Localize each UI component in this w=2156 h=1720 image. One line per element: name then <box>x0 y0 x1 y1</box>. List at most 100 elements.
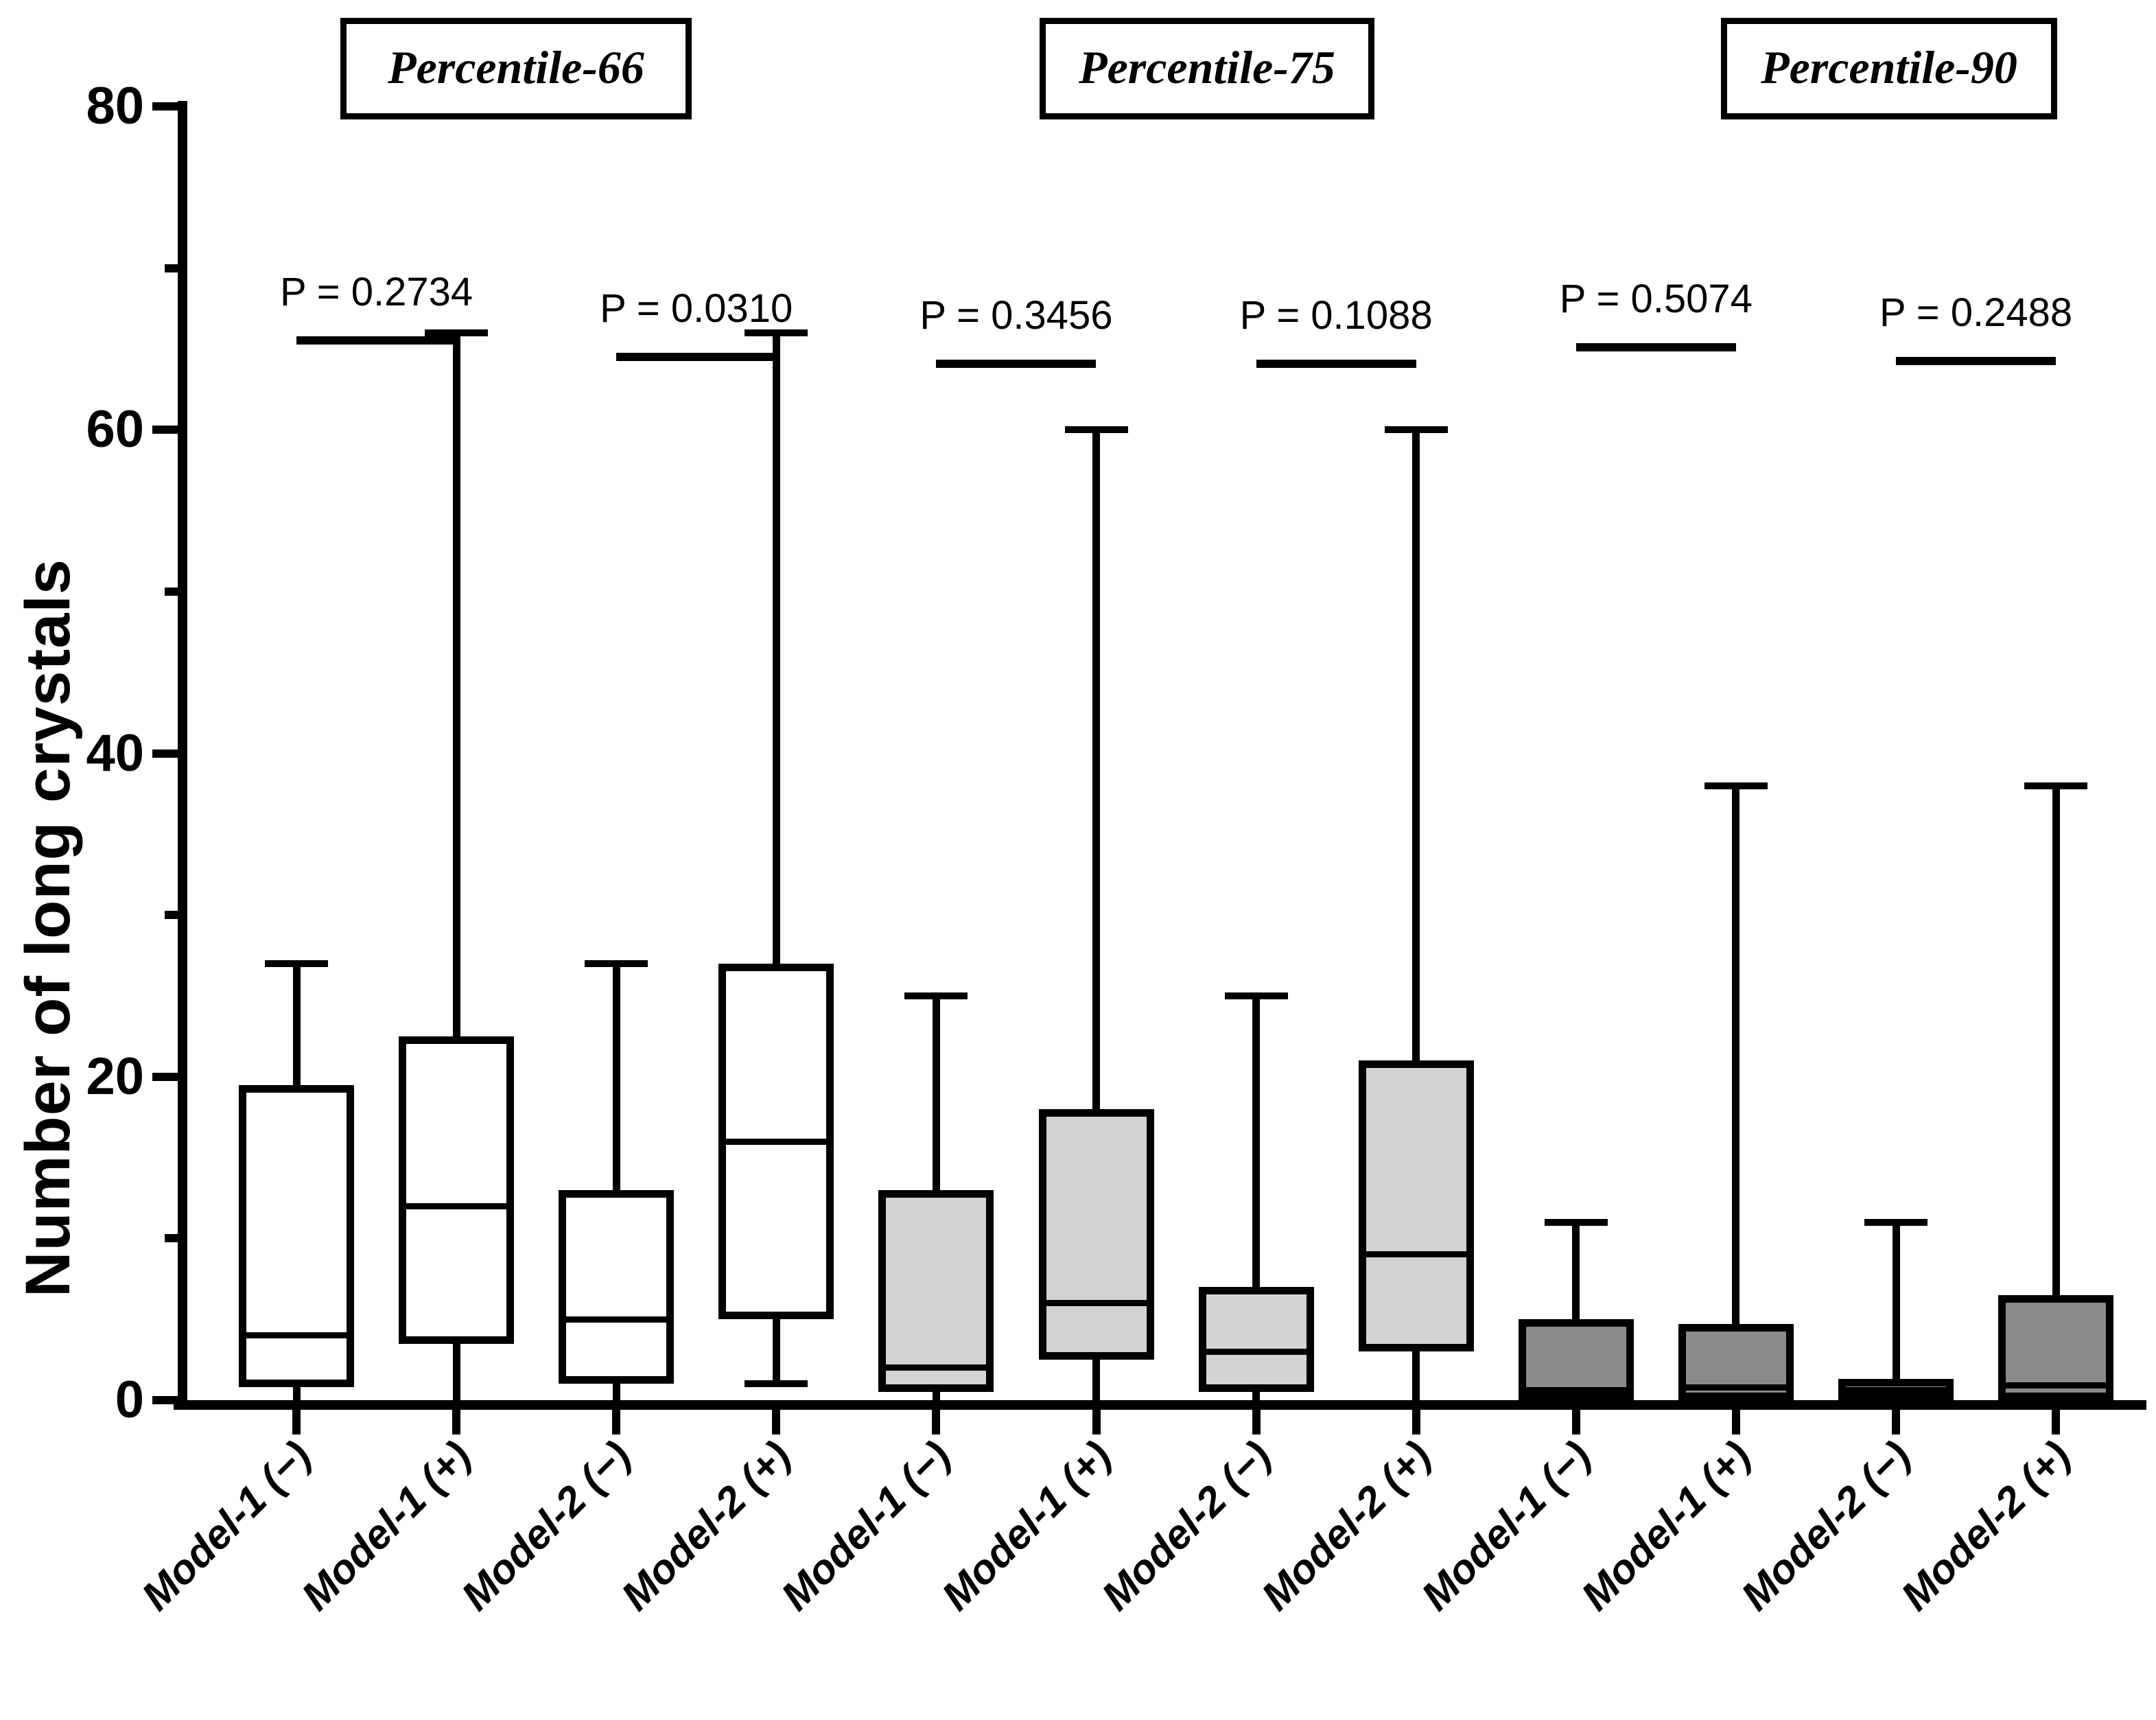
upper-whisker-cap <box>745 329 808 336</box>
x-category-label: Model-2 (+) <box>1252 1432 1440 1620</box>
x-category-label: Model-2 (−) <box>452 1432 640 1620</box>
median-line <box>886 1364 987 1371</box>
upper-whisker-cap <box>1704 782 1768 789</box>
y-minor-tick <box>165 264 183 272</box>
x-tick <box>932 1410 941 1434</box>
median-line <box>406 1202 507 1209</box>
upper-whisker-cap <box>904 992 968 999</box>
lower-whisker <box>932 1392 940 1400</box>
upper-whisker-cap <box>1064 426 1128 434</box>
upper-whisker <box>1092 430 1100 1109</box>
median-line <box>1525 1387 1626 1394</box>
x-tick <box>1892 1410 1900 1434</box>
y-major-tick <box>152 749 183 758</box>
lower-whisker <box>612 1384 620 1400</box>
p-value-bar <box>1896 357 2057 365</box>
p-value-label: P = 0.2488 <box>1879 290 2073 335</box>
box-rect <box>1038 1108 1154 1360</box>
upper-whisker <box>932 995 940 1190</box>
x-category-label: Model-1 (−) <box>1412 1432 1600 1620</box>
upper-whisker-cap <box>1544 1218 1608 1226</box>
x-tick <box>1571 1410 1580 1434</box>
x-tick <box>1252 1410 1261 1434</box>
upper-whisker-cap <box>1224 992 1288 999</box>
x-category-label: Model-1 (+) <box>933 1432 1120 1620</box>
median-line <box>246 1332 347 1339</box>
upper-whisker <box>772 332 780 964</box>
x-tick <box>772 1410 781 1434</box>
p-value-label: P = 0.3456 <box>919 293 1113 338</box>
y-minor-tick <box>165 1234 183 1243</box>
lower-whisker-cap <box>745 1380 808 1388</box>
lower-whisker <box>292 1387 301 1400</box>
median-line <box>2006 1382 2107 1389</box>
y-major-tick <box>152 1072 183 1081</box>
x-axis-line <box>174 1400 2146 1410</box>
upper-whisker <box>1572 1222 1580 1320</box>
upper-whisker <box>1892 1222 1900 1380</box>
y-tick-label: 60 <box>86 400 144 459</box>
box-rect <box>399 1036 515 1344</box>
group-title-box: Percentile-75 <box>1040 18 1374 119</box>
x-tick <box>2052 1410 2061 1434</box>
x-tick <box>1092 1410 1101 1434</box>
lower-whisker <box>772 1319 780 1384</box>
x-category-label: Model-2 (−) <box>1732 1432 1920 1620</box>
y-tick-label: 40 <box>86 723 144 782</box>
lower-whisker <box>452 1343 460 1400</box>
box-rect <box>239 1084 354 1388</box>
x-tick <box>1731 1410 1740 1434</box>
y-minor-tick <box>165 587 183 596</box>
upper-whisker <box>452 332 460 1036</box>
p-value-bar <box>1575 343 1736 351</box>
upper-whisker <box>1732 785 1740 1325</box>
median-line <box>1046 1300 1147 1307</box>
box-rect <box>1358 1060 1474 1352</box>
upper-whisker <box>2052 785 2060 1295</box>
x-category-label: Model-1 (−) <box>132 1432 320 1620</box>
x-tick <box>612 1410 621 1434</box>
y-tick-label: 80 <box>86 77 144 135</box>
x-category-label: Model-1 (+) <box>292 1432 480 1620</box>
upper-whisker-cap <box>1864 1218 1927 1226</box>
median-line <box>1685 1384 1786 1391</box>
p-value-label: P = 0.0310 <box>600 286 793 331</box>
upper-whisker-cap <box>265 960 328 967</box>
y-major-tick <box>152 1396 183 1404</box>
x-tick <box>292 1410 301 1434</box>
median-line <box>1366 1251 1466 1258</box>
y-major-tick <box>152 102 183 111</box>
y-tick-label: 0 <box>115 1371 144 1429</box>
median-line <box>1206 1348 1307 1355</box>
p-value-label: P = 0.2734 <box>279 270 473 314</box>
y-major-tick <box>152 426 183 434</box>
x-category-label: Model-1 (+) <box>1572 1432 1759 1620</box>
upper-whisker-cap <box>425 329 489 336</box>
p-value-bar <box>616 353 777 361</box>
p-value-bar <box>296 336 457 345</box>
upper-whisker-cap <box>1384 426 1448 434</box>
p-value-label: P = 0.1088 <box>1239 293 1433 338</box>
box-rect <box>1198 1287 1314 1393</box>
p-value-bar <box>936 360 1097 368</box>
box-rect <box>559 1189 675 1384</box>
lower-whisker <box>1412 1351 1420 1400</box>
upper-whisker <box>1412 430 1420 1061</box>
x-tick <box>452 1410 461 1434</box>
x-category-label: Model-2 (+) <box>612 1432 800 1620</box>
upper-whisker-cap <box>585 960 648 967</box>
y-tick-label: 20 <box>86 1047 144 1106</box>
x-category-label: Model-2 (−) <box>1092 1432 1280 1620</box>
median-line <box>1846 1387 1946 1394</box>
x-category-label: Model-2 (+) <box>1892 1432 2080 1620</box>
upper-whisker <box>1252 995 1261 1288</box>
median-line <box>726 1138 827 1145</box>
upper-whisker <box>612 963 620 1190</box>
upper-whisker-cap <box>2024 782 2088 789</box>
lower-whisker <box>1092 1360 1100 1400</box>
y-minor-tick <box>165 911 183 920</box>
p-value-bar <box>1256 360 1416 368</box>
x-category-label: Model-1 (−) <box>772 1432 960 1620</box>
